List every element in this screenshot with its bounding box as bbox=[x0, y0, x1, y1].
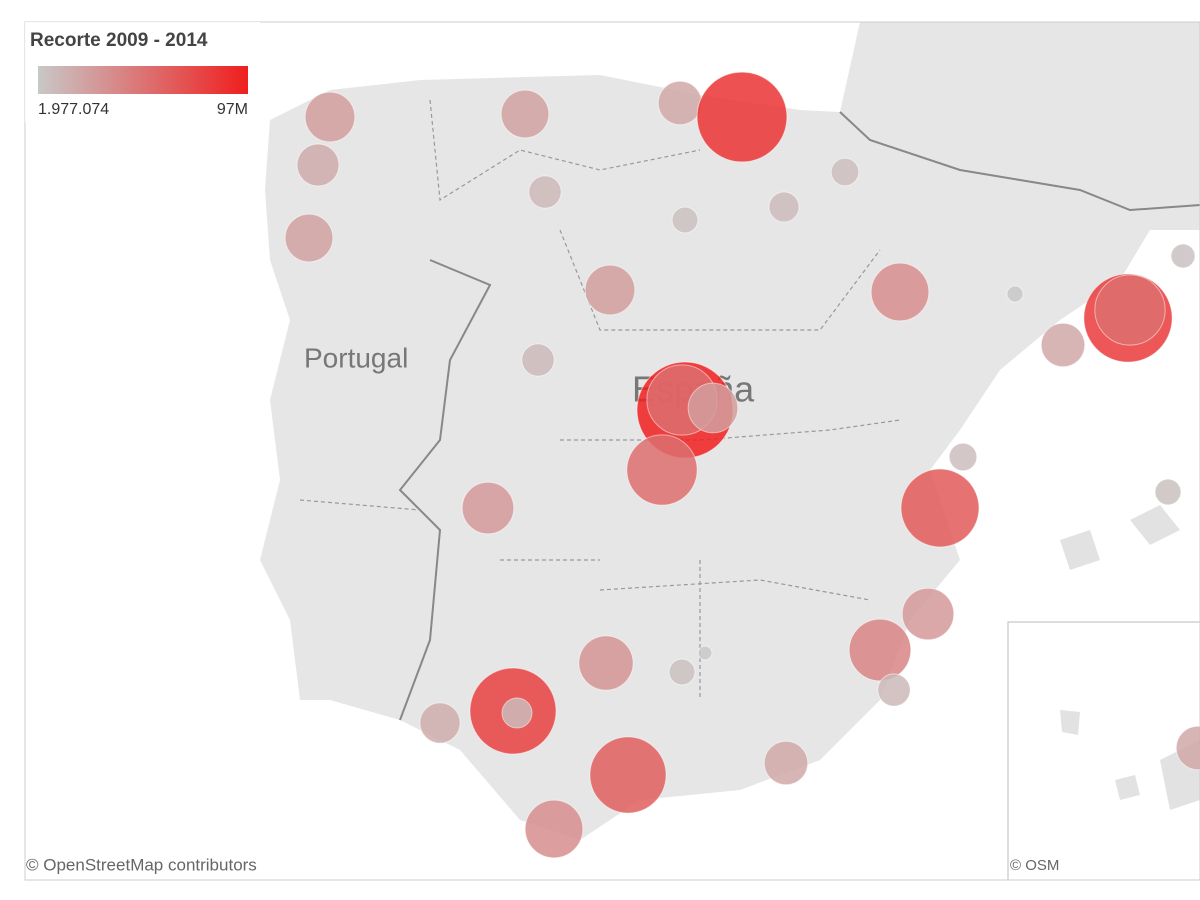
bubble bbox=[830, 157, 860, 187]
bubble-layer bbox=[284, 71, 1200, 859]
legend-gradient bbox=[38, 66, 248, 94]
bubble bbox=[461, 481, 515, 535]
bubble bbox=[284, 213, 334, 263]
bubble bbox=[589, 736, 667, 814]
country-label: Portugal bbox=[304, 342, 408, 373]
bubble bbox=[296, 143, 340, 187]
bubble bbox=[528, 175, 562, 209]
bubble bbox=[768, 191, 800, 223]
bubble bbox=[668, 658, 696, 686]
bubble bbox=[657, 80, 703, 126]
bubble bbox=[1170, 243, 1196, 269]
bubble bbox=[501, 697, 533, 729]
bubble bbox=[901, 587, 955, 641]
bubble bbox=[877, 673, 911, 707]
legend-title: Recorte 2009 - 2014 bbox=[30, 30, 208, 51]
bubble bbox=[1040, 322, 1086, 368]
bubble bbox=[1175, 725, 1200, 771]
bubble bbox=[500, 89, 550, 139]
bubble bbox=[848, 618, 912, 682]
bubble bbox=[1006, 285, 1024, 303]
bubble bbox=[419, 702, 461, 744]
bubble bbox=[763, 740, 809, 786]
legend-min-label: 1.977.074 bbox=[38, 101, 109, 118]
bubble bbox=[900, 468, 980, 548]
basemap bbox=[25, 22, 1200, 880]
bubble bbox=[578, 635, 634, 691]
bubble bbox=[671, 206, 699, 234]
map-frame bbox=[24, 21, 1200, 881]
bubble bbox=[584, 264, 636, 316]
bubble bbox=[696, 71, 788, 163]
bubble bbox=[948, 442, 978, 472]
bubble bbox=[687, 382, 739, 434]
bubble bbox=[697, 645, 713, 661]
bubble bbox=[524, 799, 584, 859]
bubble bbox=[1154, 478, 1182, 506]
inset-attribution: © OSM bbox=[1010, 857, 1059, 874]
bubble bbox=[304, 91, 356, 143]
bubble bbox=[626, 434, 698, 506]
bubble bbox=[521, 343, 555, 377]
legend-max-label: 97M bbox=[217, 101, 248, 118]
attribution: © OpenStreetMap contributors bbox=[26, 855, 257, 874]
bubble bbox=[870, 262, 930, 322]
bubble bbox=[1094, 274, 1166, 346]
